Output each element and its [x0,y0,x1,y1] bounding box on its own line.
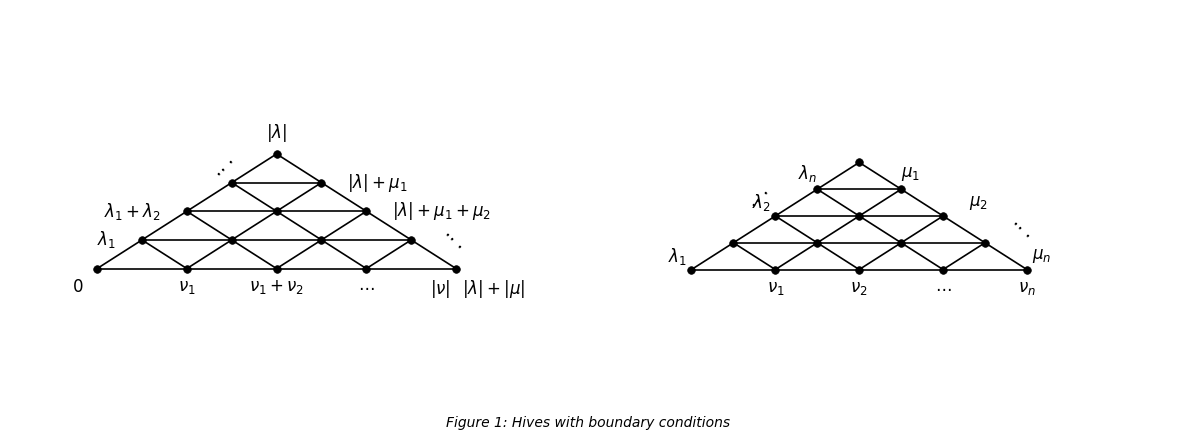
Text: $\nu_2$: $\nu_2$ [851,279,867,297]
Text: $|\lambda| + |\mu|$: $|\lambda| + |\mu|$ [461,278,525,300]
Text: $\nu_1 + \nu_2$: $\nu_1 + \nu_2$ [250,278,304,296]
Text: $\lambda_1 + \lambda_2$: $\lambda_1 + \lambda_2$ [104,201,161,222]
Text: $|\lambda| + \mu_1$: $|\lambda| + \mu_1$ [347,171,407,194]
Text: $\cdot\!\cdot\!\cdot$: $\cdot\!\cdot\!\cdot$ [210,153,240,183]
Text: $\cdots$: $\cdots$ [935,279,951,297]
Text: $\mu_1$: $\mu_1$ [902,164,920,183]
Text: $|\lambda| + \mu_1 + \mu_2$: $|\lambda| + \mu_1 + \mu_2$ [392,200,492,222]
Text: $\mu_2$: $\mu_2$ [969,194,988,212]
Text: Figure 1: Hives with boundary conditions: Figure 1: Hives with boundary conditions [446,416,731,430]
Text: $\cdot\!\cdot\!\cdot$: $\cdot\!\cdot\!\cdot$ [1005,214,1036,244]
Text: $\lambda_2$: $\lambda_2$ [752,192,771,213]
Text: $\nu_1$: $\nu_1$ [178,278,195,296]
Text: $\nu_1$: $\nu_1$ [766,279,784,297]
Text: $\cdots$: $\cdots$ [358,278,374,296]
Text: $\lambda_1$: $\lambda_1$ [667,246,686,266]
Text: $\lambda_n$: $\lambda_n$ [798,163,817,184]
Text: $|\nu|$: $|\nu|$ [430,278,450,300]
Text: $\lambda_1$: $\lambda_1$ [98,230,117,250]
Text: $\nu_n$: $\nu_n$ [1018,279,1036,297]
Text: $\cdot\!\cdot\!\cdot$: $\cdot\!\cdot\!\cdot$ [745,184,776,214]
Text: $\cdot\!\cdot\!\cdot$: $\cdot\!\cdot\!\cdot$ [437,225,467,255]
Text: $\mu_n$: $\mu_n$ [1032,247,1051,265]
Text: $|\lambda|$: $|\lambda|$ [266,122,287,145]
Text: $0$: $0$ [72,278,82,296]
